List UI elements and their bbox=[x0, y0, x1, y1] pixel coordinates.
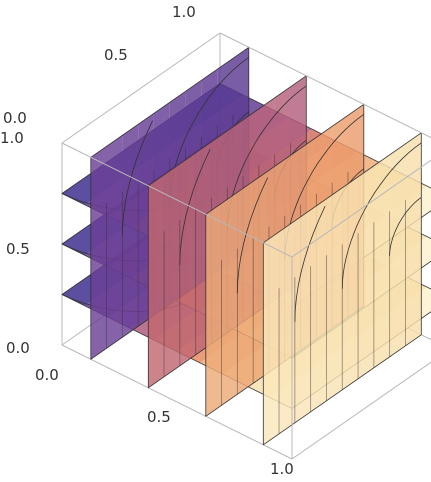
slice-band bbox=[164, 163, 180, 377]
contour-line bbox=[389, 197, 422, 256]
z-tick-label: 0.0 bbox=[6, 339, 30, 357]
slice-band bbox=[405, 132, 422, 346]
x-tick-label: 0.5 bbox=[147, 408, 171, 426]
box-edge bbox=[61, 142, 293, 258]
contour-line bbox=[236, 177, 268, 294]
contour-line bbox=[341, 142, 422, 289]
slice-band bbox=[148, 174, 165, 388]
contour-line bbox=[294, 206, 326, 322]
axis-tick-labels: 0.0 0.5 1.0 0.0 0.5 1.0 0.0 0.5 1.0 bbox=[0, 3, 294, 478]
x-slice-plane bbox=[262, 132, 422, 446]
slice-band bbox=[122, 124, 139, 338]
y-tick-label: 0.5 bbox=[104, 46, 128, 64]
slice-band bbox=[279, 220, 295, 434]
slice-band bbox=[237, 181, 254, 395]
z-tick-label: 1.0 bbox=[0, 129, 24, 147]
slice-band bbox=[106, 135, 123, 349]
slice-band bbox=[221, 192, 238, 406]
z-tick-label: 0.5 bbox=[6, 240, 30, 258]
y-tick-label: 1.0 bbox=[172, 3, 196, 21]
slice-band bbox=[90, 146, 107, 360]
y-tick-label: 0.0 bbox=[3, 109, 27, 127]
slice-band bbox=[294, 209, 311, 423]
slice-band bbox=[263, 231, 280, 445]
slice-band bbox=[373, 154, 390, 368]
slice-band bbox=[179, 152, 196, 366]
box-edge bbox=[291, 159, 431, 258]
slice-band bbox=[326, 187, 343, 401]
slice-planes bbox=[61, 46, 431, 446]
box-edge bbox=[291, 361, 431, 460]
contour-line bbox=[121, 120, 153, 237]
slice-band bbox=[342, 176, 359, 390]
contour-line bbox=[179, 149, 211, 265]
slice-band bbox=[205, 203, 222, 417]
slice-band bbox=[358, 165, 374, 379]
box-edge bbox=[219, 32, 431, 139]
slice-band bbox=[389, 143, 406, 357]
x-tick-label: 0.0 bbox=[35, 366, 59, 384]
box-edge bbox=[61, 344, 293, 460]
bounding-box-front bbox=[61, 32, 431, 460]
slice-band bbox=[310, 198, 327, 412]
x-tick-label: 1.0 bbox=[270, 460, 294, 478]
box-edge bbox=[61, 32, 221, 144]
